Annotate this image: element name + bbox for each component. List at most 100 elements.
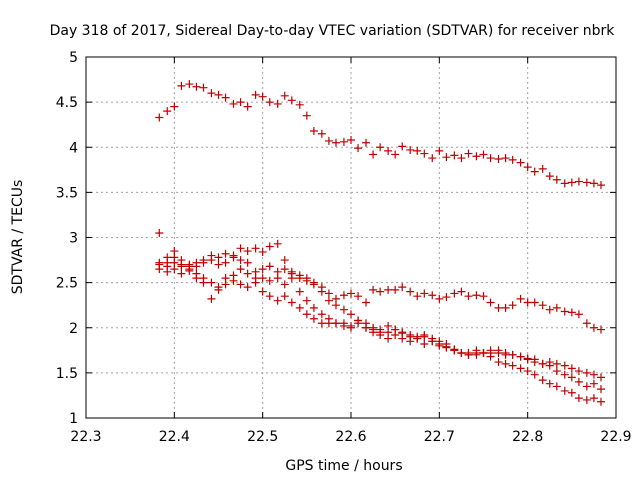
data-point-lower-c bbox=[516, 352, 525, 361]
data-point-lower-c bbox=[486, 346, 495, 355]
data-point-lower-c bbox=[251, 274, 260, 283]
data-point-upper bbox=[258, 92, 267, 101]
x-axis-label: GPS time / hours bbox=[285, 458, 402, 474]
y-tick-label: 4 bbox=[69, 140, 78, 156]
data-point-lower-c bbox=[229, 253, 238, 262]
y-tick-label: 3 bbox=[69, 231, 78, 247]
data-point-upper bbox=[538, 164, 547, 173]
data-point-upper bbox=[376, 143, 385, 152]
data-point-upper bbox=[207, 89, 216, 98]
data-point-lower-b bbox=[265, 262, 274, 271]
data-point-lower-b bbox=[596, 385, 605, 394]
data-point-lower-c bbox=[413, 334, 422, 343]
data-point-lower-c bbox=[243, 258, 252, 267]
data-point-lower-b bbox=[280, 265, 289, 274]
data-point-lower-b bbox=[287, 269, 296, 278]
data-point-middle bbox=[516, 294, 525, 303]
data-point-lower-b bbox=[560, 370, 569, 379]
data-point-upper bbox=[596, 181, 605, 190]
data-point-middle bbox=[236, 244, 245, 253]
data-point-upper bbox=[229, 99, 238, 108]
data-point-middle bbox=[384, 285, 393, 294]
data-point-middle bbox=[442, 293, 451, 302]
data-point-lower-c bbox=[273, 296, 282, 305]
data-point-lower-c bbox=[155, 260, 164, 269]
data-point-lower-a bbox=[420, 339, 429, 348]
data-point-lower-c bbox=[552, 359, 561, 368]
data-point-lower-a bbox=[501, 359, 510, 368]
data-point-middle bbox=[258, 247, 267, 256]
data-point-upper bbox=[450, 151, 459, 160]
data-point-middle bbox=[406, 287, 415, 296]
data-point-upper bbox=[185, 80, 194, 89]
data-point-middle bbox=[538, 301, 547, 310]
data-point-upper bbox=[331, 138, 340, 147]
data-point-middle bbox=[155, 228, 164, 237]
data-point-middle bbox=[398, 283, 407, 292]
data-point-lower-a bbox=[538, 376, 547, 385]
y-tick-label: 2 bbox=[69, 321, 78, 337]
data-point-upper bbox=[589, 179, 598, 188]
data-point-lower-a bbox=[567, 388, 576, 397]
data-point-upper bbox=[177, 81, 186, 90]
data-point-middle bbox=[369, 285, 378, 294]
data-point-middle bbox=[251, 244, 260, 253]
data-point-lower-b bbox=[170, 265, 179, 274]
data-point-upper bbox=[574, 177, 583, 186]
data-point-middle bbox=[552, 303, 561, 312]
data-point-upper bbox=[199, 83, 208, 92]
x-tick-label: 22.9 bbox=[600, 429, 631, 445]
data-point-upper bbox=[398, 142, 407, 151]
data-point-lower-a bbox=[596, 397, 605, 406]
data-point-middle bbox=[545, 305, 554, 314]
data-point-lower-c bbox=[545, 358, 554, 367]
data-point-lower-a bbox=[574, 394, 583, 403]
data-point-middle bbox=[280, 256, 289, 265]
data-point-middle bbox=[428, 291, 437, 300]
data-point-lower-c bbox=[214, 260, 223, 269]
data-point-middle bbox=[589, 323, 598, 332]
data-point-lower-a bbox=[545, 379, 554, 388]
data-point-lower-a bbox=[309, 303, 318, 312]
data-point-upper bbox=[309, 127, 318, 136]
data-point-lower-c bbox=[435, 339, 444, 348]
data-point-lower-c bbox=[398, 329, 407, 338]
y-tick-label: 1.5 bbox=[56, 366, 78, 382]
data-point-lower-c bbox=[309, 314, 318, 323]
data-point-upper bbox=[214, 90, 223, 99]
data-point-middle bbox=[457, 287, 466, 296]
data-point-upper bbox=[384, 146, 393, 155]
x-tick-label: 22.8 bbox=[512, 429, 543, 445]
data-point-upper bbox=[486, 154, 495, 163]
data-point-lower-b bbox=[295, 274, 304, 283]
data-point-middle bbox=[508, 301, 517, 310]
data-point-lower-c bbox=[369, 325, 378, 334]
y-tick-label: 4.5 bbox=[56, 95, 78, 111]
data-point-lower-a bbox=[589, 394, 598, 403]
data-point-upper bbox=[501, 154, 510, 163]
data-point-middle bbox=[347, 289, 355, 298]
data-point-lower-c bbox=[391, 325, 400, 334]
data-point-lower-a bbox=[236, 280, 245, 289]
data-point-lower-b bbox=[552, 367, 561, 376]
y-tick-label: 5 bbox=[69, 50, 78, 66]
data-point-upper bbox=[552, 175, 561, 184]
data-point-lower-c bbox=[376, 328, 385, 337]
data-point-upper bbox=[192, 82, 201, 91]
data-point-middle bbox=[273, 239, 282, 248]
data-point-middle bbox=[362, 298, 371, 307]
data-point-upper bbox=[170, 102, 179, 111]
data-point-lower-c bbox=[479, 349, 488, 358]
data-point-lower-c bbox=[450, 346, 459, 355]
data-point-lower-c bbox=[221, 258, 230, 267]
y-axis-label: SDTVAR / TECUs bbox=[10, 180, 26, 295]
plot-frame bbox=[85, 56, 617, 419]
data-point-lower-a bbox=[530, 370, 539, 379]
data-point-upper bbox=[464, 149, 473, 158]
data-point-lower-a bbox=[207, 278, 216, 287]
data-point-middle bbox=[596, 325, 605, 334]
data-point-upper bbox=[295, 100, 304, 109]
data-point-lower-b bbox=[347, 310, 355, 319]
data-point-middle bbox=[501, 303, 510, 312]
data-point-upper bbox=[280, 91, 289, 100]
